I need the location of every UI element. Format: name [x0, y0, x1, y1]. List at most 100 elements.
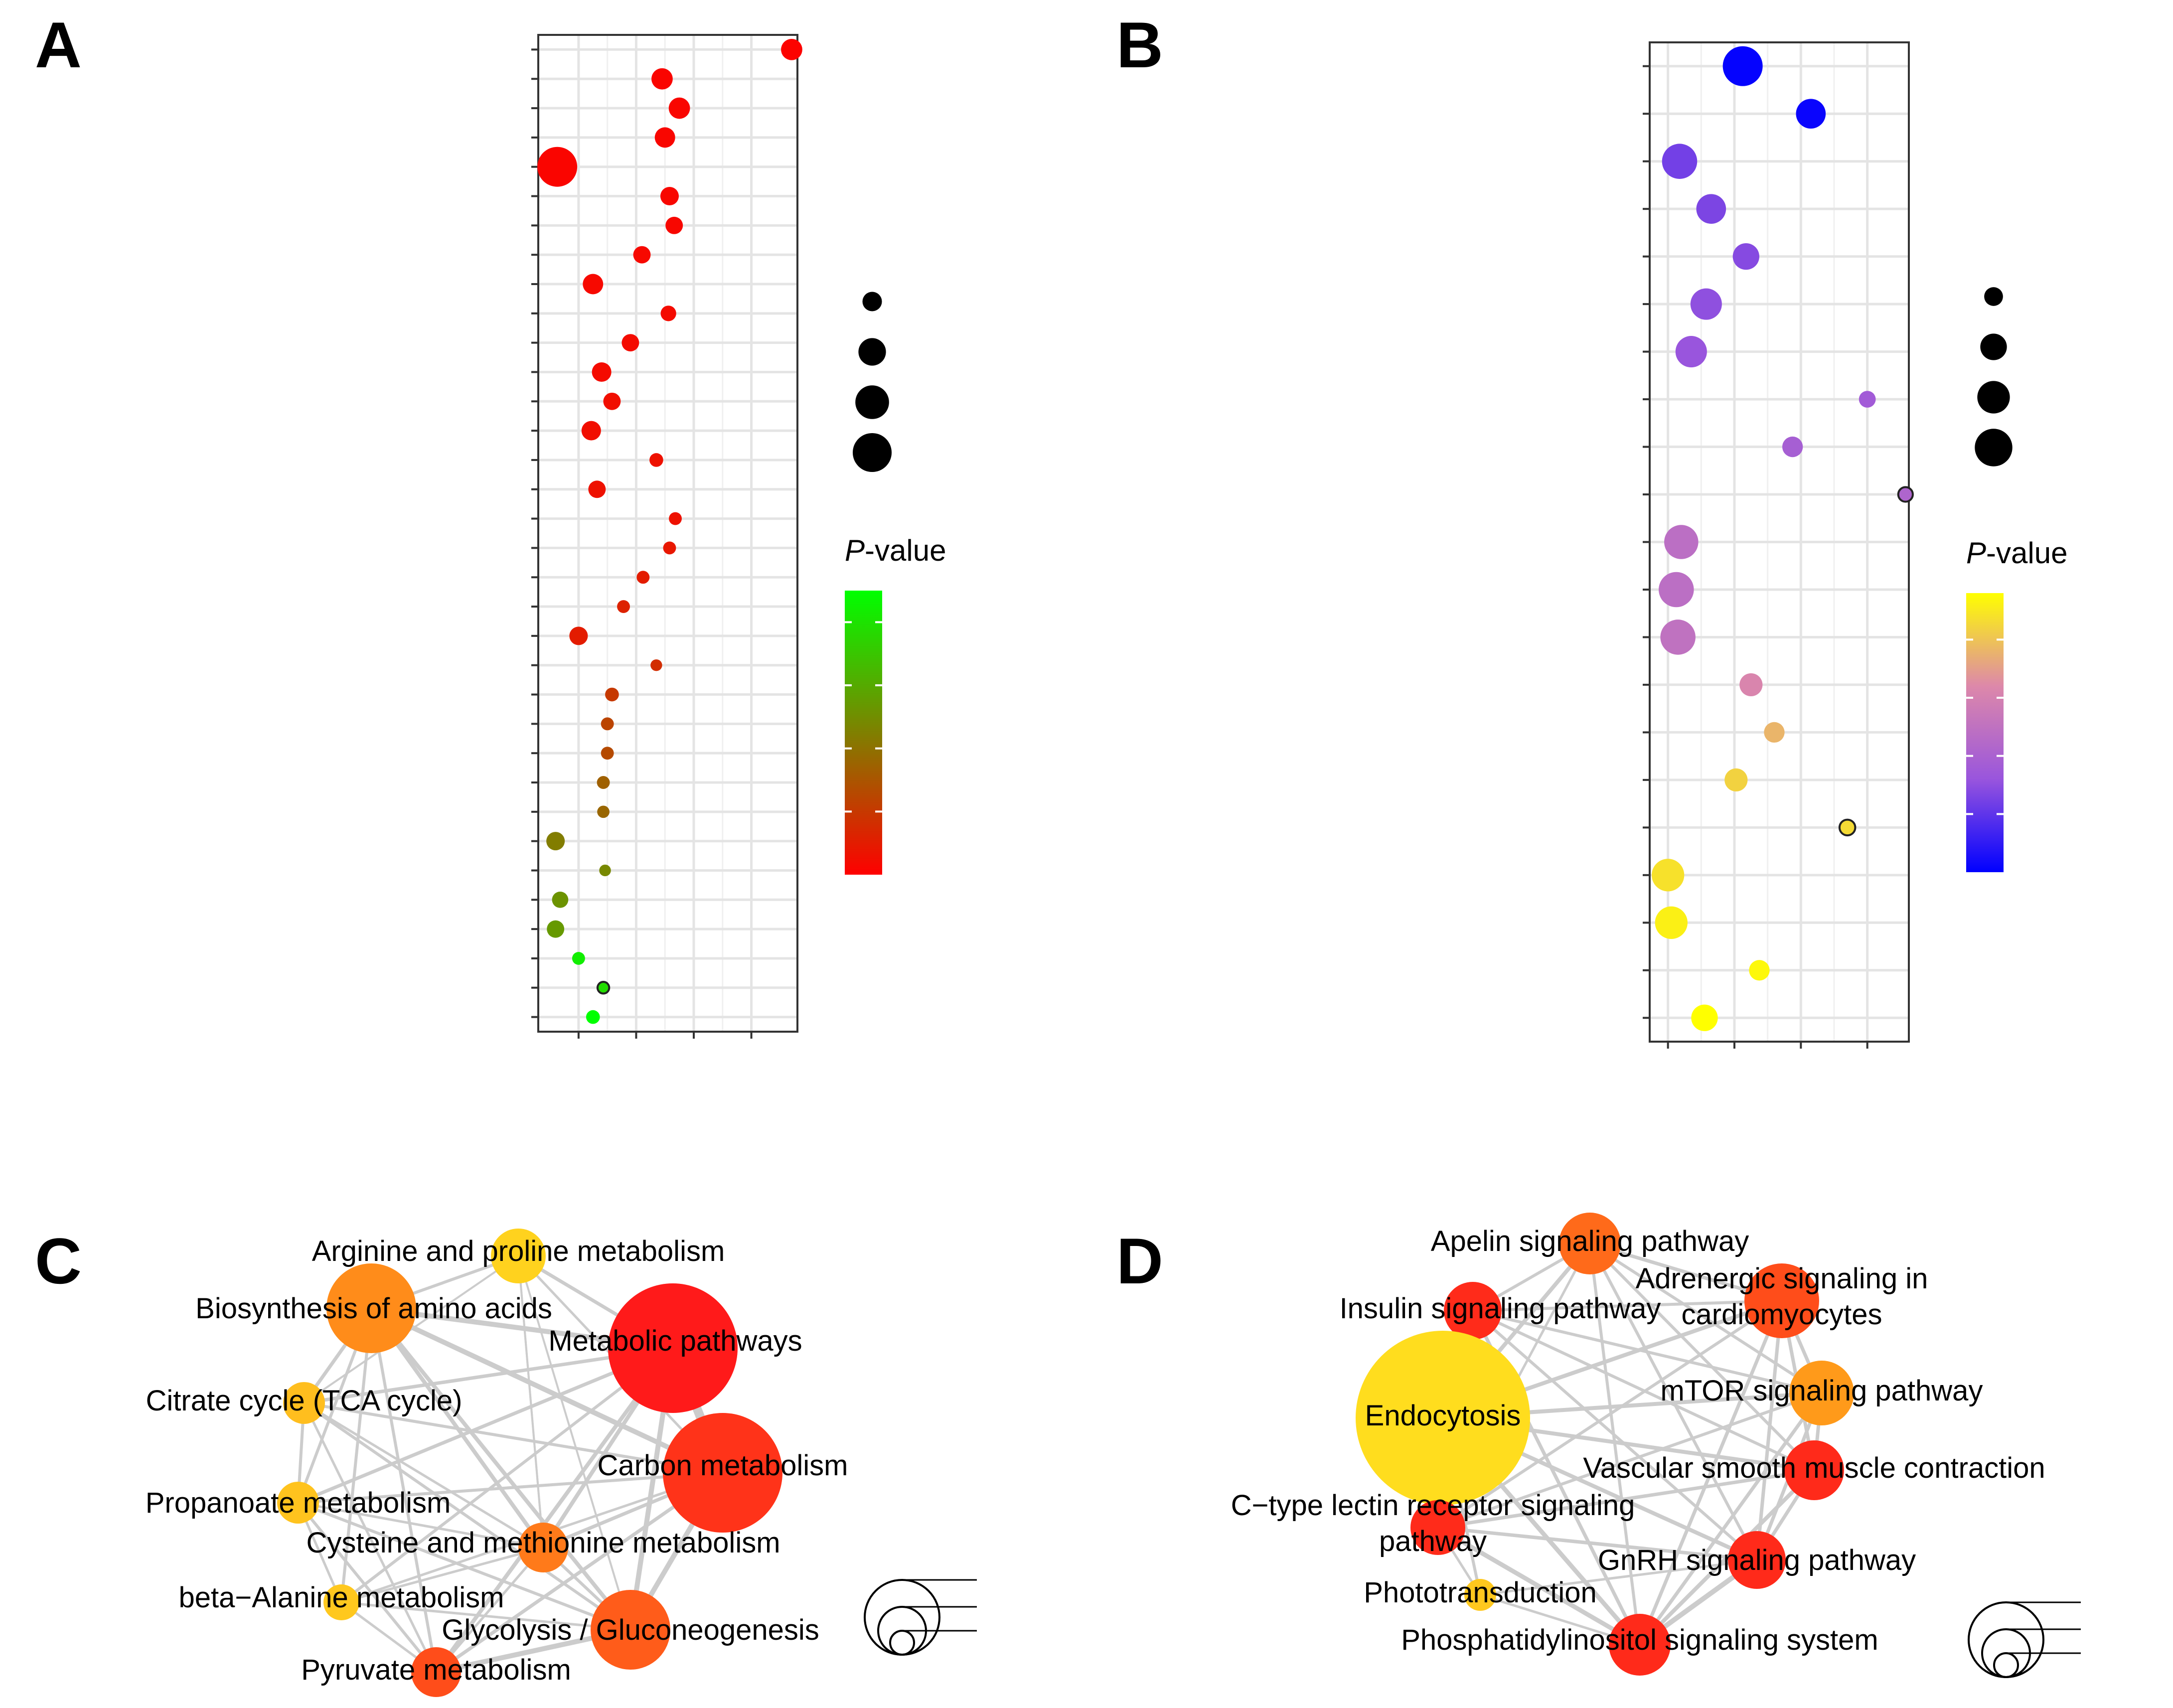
data-point: [1732, 243, 1759, 270]
data-point: [572, 951, 585, 965]
data-point: [668, 97, 690, 119]
node-label: Adrenergic signaling in cardiomyocytes: [1636, 1262, 1928, 1331]
node-label: Pyruvate metabolism: [301, 1654, 571, 1686]
network-edge: [1588, 1242, 1816, 1472]
color-legend-title-rest: -value: [1986, 536, 2067, 570]
node-label: Phototransduction: [1364, 1576, 1597, 1609]
data-point: [1764, 722, 1785, 743]
data-point: [1652, 859, 1685, 892]
panel-label-c: C: [35, 1225, 82, 1297]
data-point: [1662, 144, 1698, 179]
data-point: [633, 246, 651, 264]
network-node: [1444, 1282, 1502, 1340]
network-edge: [303, 1401, 438, 1674]
network-edge: [1638, 1299, 1784, 1647]
data-point: [1782, 436, 1803, 458]
size-legend-dot: [1980, 333, 2007, 360]
network-c: Arginine and proline metabolism Biosynthe…: [146, 1229, 977, 1697]
data-point: [1659, 572, 1694, 608]
node-label-line: Endocytosis: [1365, 1399, 1521, 1432]
network-node: [1744, 1263, 1819, 1338]
network-node: [1609, 1614, 1671, 1676]
network-edge: [1435, 1525, 1642, 1647]
node-label-line: Pyruvate metabolism: [301, 1654, 571, 1686]
network-edge: [1436, 1526, 1759, 1562]
color-legend-title-rest: -value: [865, 534, 946, 567]
data-point: [781, 39, 802, 60]
data-point: [597, 805, 610, 818]
data-point: [650, 659, 662, 671]
network-edge: [1588, 1242, 1823, 1395]
network-edge: [434, 1346, 675, 1674]
node-label: Carbon metabolism: [598, 1449, 848, 1482]
data-point: [1696, 194, 1726, 224]
network-edge: [1471, 1299, 1783, 1312]
data-point: [1859, 391, 1876, 408]
panel-label-d: D: [1116, 1225, 1163, 1297]
color-legend-title: P-value: [1966, 536, 2067, 570]
data-point: [1724, 768, 1748, 791]
panel-label-b: B: [1116, 8, 1163, 81]
network-edge: [1638, 1391, 1824, 1647]
data-point: [665, 216, 683, 234]
network-edge: [517, 1255, 544, 1549]
data-point: [588, 480, 606, 498]
data-point: [651, 68, 673, 90]
data-point: [663, 541, 676, 555]
data-point: [537, 147, 578, 187]
network-edge: [517, 1255, 631, 1631]
network-node: [411, 1647, 461, 1697]
node-label: Phosphatidylinositol signaling system: [1401, 1624, 1878, 1656]
data-point: [617, 600, 630, 614]
node-label-line: Apelin signaling pathway: [1431, 1225, 1749, 1257]
data-point: [603, 392, 621, 410]
network-node: [277, 1482, 319, 1524]
data-point: [1660, 620, 1696, 655]
node-label: Glycolysis / Gluconeogenesis: [442, 1614, 819, 1646]
node-label: GnRH signaling pathway: [1598, 1544, 1916, 1576]
network-edge: [303, 1401, 545, 1549]
data-point: [1739, 673, 1763, 697]
data-point: [597, 776, 610, 789]
node-label: mTOR signaling pathway: [1661, 1375, 1983, 1407]
data-point: [1675, 336, 1707, 368]
data-point: [660, 306, 676, 321]
network-edge: [303, 1401, 724, 1474]
size-legend-dot: [862, 292, 882, 311]
data-point: [601, 717, 614, 731]
data-point: [1838, 818, 1857, 837]
color-legend-title-italic: P: [1966, 536, 1986, 570]
data-point: [583, 274, 604, 295]
data-point: [660, 187, 679, 206]
network-edge: [297, 1501, 545, 1549]
network-edge: [369, 1306, 725, 1475]
node-label-line: Phosphatidylinositol signaling system: [1401, 1624, 1878, 1656]
node-label-line: pathway: [1379, 1525, 1487, 1557]
data-point: [596, 981, 611, 995]
node-label: Vascular smooth muscle contraction: [1583, 1452, 2045, 1484]
network-node: [591, 1590, 670, 1670]
network-node: [1728, 1531, 1786, 1589]
data-point: [654, 127, 675, 148]
data-point: [636, 571, 650, 584]
color-legend-title: P-value: [845, 534, 946, 567]
node-label: Endocytosis: [1365, 1399, 1521, 1432]
network-d: Apelin signaling pathway Adrenergic signa…: [1231, 1213, 2081, 1678]
data-point: [581, 421, 601, 441]
network-edge: [303, 1401, 632, 1631]
node-label-line: beta−Alanine metabolism: [179, 1581, 504, 1614]
network-node: [608, 1283, 738, 1413]
network-node: [518, 1523, 568, 1572]
node-label-line: Phototransduction: [1364, 1576, 1597, 1609]
data-point: [1691, 1004, 1718, 1031]
node-label-line: Arginine and proline metabolism: [312, 1235, 725, 1267]
size-legend-circle: [889, 1630, 915, 1656]
data-point: [1690, 288, 1722, 320]
network-edge: [296, 1346, 675, 1505]
node-label-line: Glycolysis / Gluconeogenesis: [442, 1614, 819, 1646]
network-node: [1784, 1440, 1844, 1500]
node-label: C−type lectin receptor signaling pathway: [1231, 1489, 1635, 1557]
data-point: [569, 626, 588, 645]
